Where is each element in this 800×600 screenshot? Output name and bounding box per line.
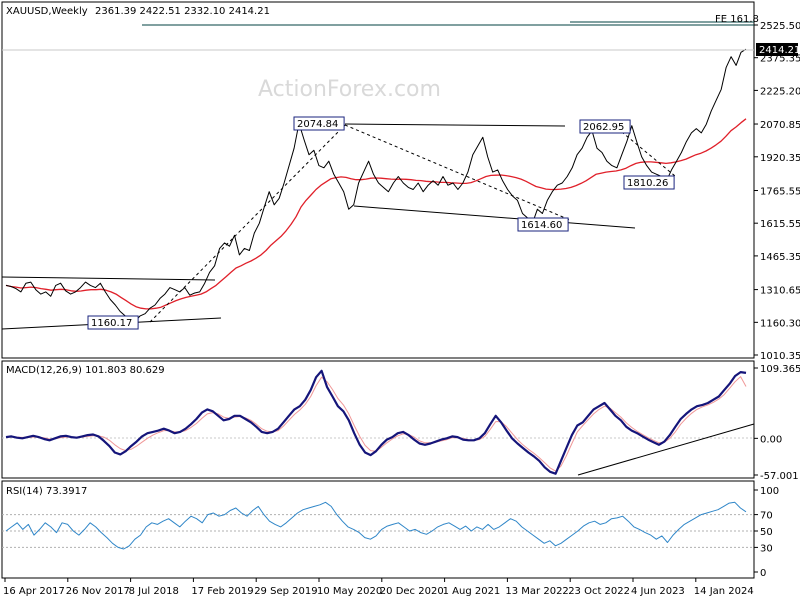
macd-trendline (577, 423, 755, 476)
price-y-tick-label: 1765.55 (760, 187, 800, 198)
price-y-tick-label: 1465.35 (760, 252, 800, 263)
macd-y-tick-label: 109.365 (760, 364, 800, 375)
annotation-label: 1810.26 (627, 178, 668, 189)
x-tick-label: 4 Jun 2023 (631, 586, 685, 597)
rsi-y-tick-label: 70 (760, 511, 773, 522)
last-price-tag: 2414.21 (756, 43, 800, 56)
price-y-tick-label: 1310.65 (760, 286, 800, 297)
macd-y-axis: 109.365 0.00 -57.001 (754, 364, 800, 482)
price-y-tick-label: 2525.50 (760, 21, 800, 32)
dashed-fall-line (344, 124, 571, 221)
price-y-tick-label: 1920.35 (760, 153, 800, 164)
x-tick-label: 26 Nov 2017 (66, 586, 130, 597)
annotation-label: 1614.60 (521, 220, 562, 231)
price-y-tick-label: 1010.35 (760, 351, 800, 362)
annotation-box (623, 175, 675, 190)
trendlines (1, 21, 754, 330)
annotation-box (579, 119, 631, 134)
price-y-tick-label: 2070.85 (760, 120, 800, 131)
annotation-label: 1160.17 (91, 318, 132, 329)
macd-line (5, 369, 747, 475)
rsi-y-tick-label: 100 (760, 486, 779, 497)
macd-lines (5, 369, 747, 475)
annotation-box (87, 315, 139, 330)
x-tick-label: 23 Oct 2022 (568, 586, 630, 597)
price-y-tick-label: 2225.20 (760, 86, 800, 97)
rsi-y-tick-label: 0 (760, 568, 766, 579)
rsi-panel-frame (1, 480, 755, 579)
x-tick-label: 1 Aug 2021 (443, 586, 501, 597)
price-y-tick-label: 1160.30 (760, 318, 800, 329)
price-y-tick-label: 1615.55 (760, 219, 800, 230)
rsi-y-tick-label: 30 (760, 543, 773, 554)
rsi-y-axis: 100 70 50 30 0 (754, 486, 779, 579)
dashed-rise-line (149, 124, 346, 323)
annotation-box (517, 217, 569, 232)
x-tick-label: 29 Sep 2019 (254, 586, 317, 597)
annotation-label: 2074.84 (297, 119, 338, 130)
wedge-upper-line (344, 123, 566, 127)
price-annotations: 2074.84 1160.17 2062.95 1810.26 1614.60 (87, 116, 675, 330)
x-tick-label: 13 Mar 2022 (505, 586, 568, 597)
wedge-lower-line (353, 205, 636, 229)
x-tick-label: 17 Feb 2019 (191, 586, 253, 597)
macd-panel-frame (1, 360, 755, 479)
fe-label: FE 161.8 (715, 14, 759, 25)
dashed-fall-line-2 (616, 127, 676, 177)
rsi-y-tick-label: 50 (760, 527, 773, 538)
rsi-line (5, 501, 747, 550)
last-price-label: 2414.21 (759, 45, 800, 56)
x-tick-label: 10 May 2020 (317, 586, 382, 597)
symbol-label: XAUUSD,Weekly (6, 6, 88, 17)
macd-y-tick-label: -57.001 (760, 471, 799, 482)
watermark: ActionForex.com (258, 77, 441, 102)
x-tick-label: 20 Dec 2020 (380, 586, 444, 597)
macd-title: MACD(12,26,9) 101.803 80.629 (6, 365, 165, 376)
rsi-title: RSI(14) 73.3917 (6, 486, 87, 497)
ohlc-values: 2361.39 2422.51 2332.10 2414.21 (95, 6, 270, 17)
annotation-label: 2062.95 (583, 122, 624, 133)
price-y-axis: 2525.50 2375.35 2225.20 2070.85 1920.35 1765.… (754, 21, 800, 362)
x-tick-label: 8 Jul 2018 (129, 586, 179, 597)
rsi-lines (2, 501, 754, 550)
x-tick-label: 14 Jan 2024 (694, 586, 754, 597)
x-tick-label: 16 Apr 2017 (3, 586, 65, 597)
macd-y-tick-label: 0.00 (760, 434, 782, 445)
annotation-box (293, 116, 345, 131)
channel-upper-2017 (1, 276, 216, 281)
price-y-tick-label: 2375.35 (760, 54, 800, 65)
